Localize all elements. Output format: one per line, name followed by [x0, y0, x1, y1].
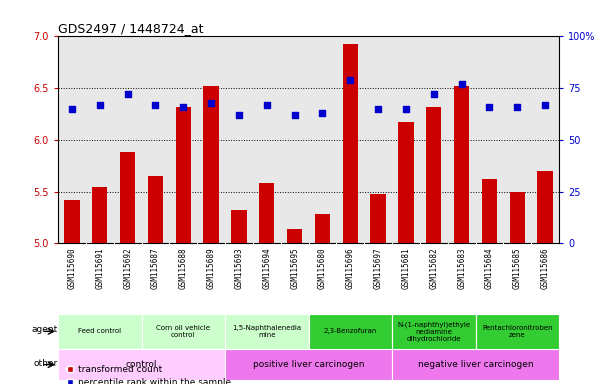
Bar	[287, 229, 302, 243]
Legend: transformed count, percentile rank within the sample: transformed count, percentile rank withi…	[62, 361, 235, 384]
Text: control: control	[126, 360, 157, 369]
Bar	[315, 214, 330, 243]
Point	[457, 81, 467, 87]
Point	[290, 112, 299, 118]
Bar	[454, 86, 469, 243]
Bar	[232, 210, 247, 243]
Bar	[538, 171, 553, 243]
Point	[67, 106, 77, 112]
Text: GSM115695: GSM115695	[290, 247, 299, 288]
Text: GSM115680: GSM115680	[318, 247, 327, 288]
Text: GSM115691: GSM115691	[95, 247, 104, 288]
Text: GSM115693: GSM115693	[235, 247, 243, 288]
Bar	[482, 179, 497, 243]
Point	[262, 102, 272, 108]
Text: GSM115696: GSM115696	[346, 247, 355, 288]
Bar	[120, 152, 135, 243]
Text: 1,5-Naphthalenedia
mine: 1,5-Naphthalenedia mine	[232, 325, 301, 338]
Bar	[309, 314, 392, 349]
Text: GSM115686: GSM115686	[541, 247, 550, 288]
Point	[207, 99, 216, 106]
Point	[318, 110, 327, 116]
Text: GSM115681: GSM115681	[401, 247, 411, 288]
Bar	[203, 86, 219, 243]
Point	[95, 102, 104, 108]
Bar	[343, 44, 358, 243]
Text: GSM115683: GSM115683	[457, 247, 466, 288]
Text: negative liver carcinogen: negative liver carcinogen	[418, 360, 533, 369]
Point	[373, 106, 383, 112]
Text: GSM115694: GSM115694	[262, 247, 271, 288]
Bar	[148, 176, 163, 243]
Text: N-(1-naphthyl)ethyle
nediamine
dihydrochloride: N-(1-naphthyl)ethyle nediamine dihydroch…	[397, 321, 470, 342]
Text: GSM115692: GSM115692	[123, 247, 132, 288]
Point	[123, 91, 133, 98]
Text: GSM115697: GSM115697	[374, 247, 382, 288]
Bar	[58, 314, 142, 349]
Point	[513, 104, 522, 110]
Text: GSM115689: GSM115689	[207, 247, 216, 288]
Bar	[225, 314, 309, 349]
Text: 2,3-Benzofuran: 2,3-Benzofuran	[324, 328, 377, 334]
Bar	[58, 349, 225, 380]
Point	[178, 104, 188, 110]
Text: GSM115690: GSM115690	[67, 247, 76, 288]
Bar	[370, 194, 386, 243]
Point	[234, 112, 244, 118]
Text: GSM115687: GSM115687	[151, 247, 160, 288]
Bar	[398, 122, 414, 243]
Point	[150, 102, 160, 108]
Text: Corn oil vehicle
control: Corn oil vehicle control	[156, 325, 210, 338]
Bar	[225, 349, 392, 380]
Text: Feed control: Feed control	[78, 328, 122, 334]
Text: GDS2497 / 1448724_at: GDS2497 / 1448724_at	[58, 22, 203, 35]
Bar	[142, 314, 225, 349]
Text: agent: agent	[32, 325, 58, 334]
Bar	[64, 200, 79, 243]
Bar	[426, 107, 442, 243]
Text: other: other	[34, 359, 58, 367]
Bar	[392, 314, 475, 349]
Bar	[475, 314, 559, 349]
Text: Pentachloronitroben
zene: Pentachloronitroben zene	[482, 325, 552, 338]
Point	[429, 91, 439, 98]
Text: GSM115684: GSM115684	[485, 247, 494, 288]
Text: GSM115685: GSM115685	[513, 247, 522, 288]
Bar	[392, 349, 559, 380]
Bar	[259, 184, 274, 243]
Point	[485, 104, 494, 110]
Text: positive liver carcinogen: positive liver carcinogen	[253, 360, 364, 369]
Point	[540, 102, 550, 108]
Text: GSM115688: GSM115688	[179, 247, 188, 288]
Bar	[510, 192, 525, 243]
Bar	[92, 187, 108, 243]
Point	[401, 106, 411, 112]
Bar	[175, 107, 191, 243]
Text: GSM115682: GSM115682	[430, 247, 438, 288]
Point	[345, 77, 355, 83]
